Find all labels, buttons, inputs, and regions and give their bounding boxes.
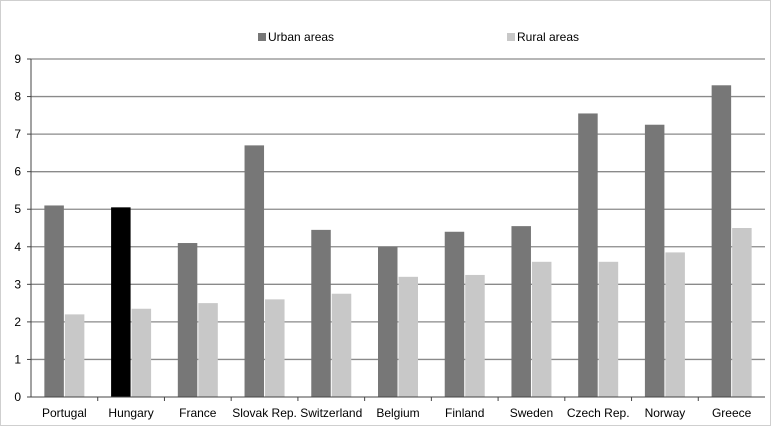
axes: 0 1 2 3 4 5 6 7 8 9 Portugal Hungary France Slovak Re… [14, 52, 765, 420]
x-tick-label-finland: Finland [445, 406, 484, 420]
x-tick-label-belgium: Belgium [376, 406, 419, 420]
y-tick-label-4: 4 [14, 240, 21, 254]
legend: Urban areas Rural areas [258, 30, 579, 44]
bar-urban-switzerland [311, 229, 331, 397]
y-tick-label-8: 8 [14, 90, 21, 104]
bar-urban-hungary [111, 207, 131, 397]
legend-swatch-rural [507, 33, 515, 41]
bar-urban-finland [444, 231, 465, 397]
bars [44, 85, 752, 398]
gridlines [31, 58, 765, 361]
legend-label-urban: Urban areas [268, 30, 334, 44]
x-tick-label-switzerland: Switzerland [300, 406, 362, 420]
bar-urban-czech-rep [578, 113, 598, 397]
bar-urban-portugal [44, 205, 64, 397]
y-tick-label-1: 1 [14, 352, 21, 366]
bar-rural-finland [465, 274, 485, 397]
bar-rural-sweden [531, 261, 552, 397]
bar-urban-belgium [378, 246, 398, 397]
x-tick-label-sweden: Sweden [510, 406, 553, 420]
bar-urban-norway [644, 124, 665, 397]
y-tick-label-5: 5 [14, 202, 21, 216]
x-tick-label-portugal: Portugal [42, 406, 87, 420]
y-tick-label-3: 3 [14, 277, 21, 291]
bar-rural-greece [732, 228, 752, 397]
bar-rural-france [198, 303, 218, 397]
x-tick-label-greece: Greece [712, 406, 752, 420]
y-tick-label-7: 7 [14, 127, 21, 141]
bar-urban-sweden [511, 226, 531, 397]
x-tick-label-norway: Norway [645, 406, 686, 420]
bar-urban-france [177, 243, 198, 397]
x-tick-label-slovak-rep: Slovak Rep. [232, 406, 297, 420]
bar-rural-slovak-rep [265, 299, 285, 397]
bar-rural-portugal [64, 314, 85, 397]
legend-label-rural: Rural areas [517, 30, 579, 44]
bar-urban-slovak-rep [244, 145, 265, 397]
y-tick-label-2: 2 [14, 315, 21, 329]
bar-rural-czech-rep [598, 261, 619, 397]
bar-rural-hungary [131, 308, 152, 397]
y-tick-label-9: 9 [14, 52, 21, 66]
x-tick-label-france: France [179, 406, 217, 420]
x-tick-label-czech-rep: Czech Rep. [567, 406, 630, 420]
legend-swatch-urban [258, 33, 266, 41]
bar-rural-belgium [398, 276, 418, 397]
bar-urban-greece [711, 85, 732, 398]
x-tick-label-hungary: Hungary [108, 406, 153, 420]
y-tick-label-6: 6 [14, 165, 21, 179]
bar-rural-switzerland [331, 293, 352, 397]
y-tick-label-0: 0 [14, 390, 21, 404]
bar-rural-norway [665, 252, 685, 397]
